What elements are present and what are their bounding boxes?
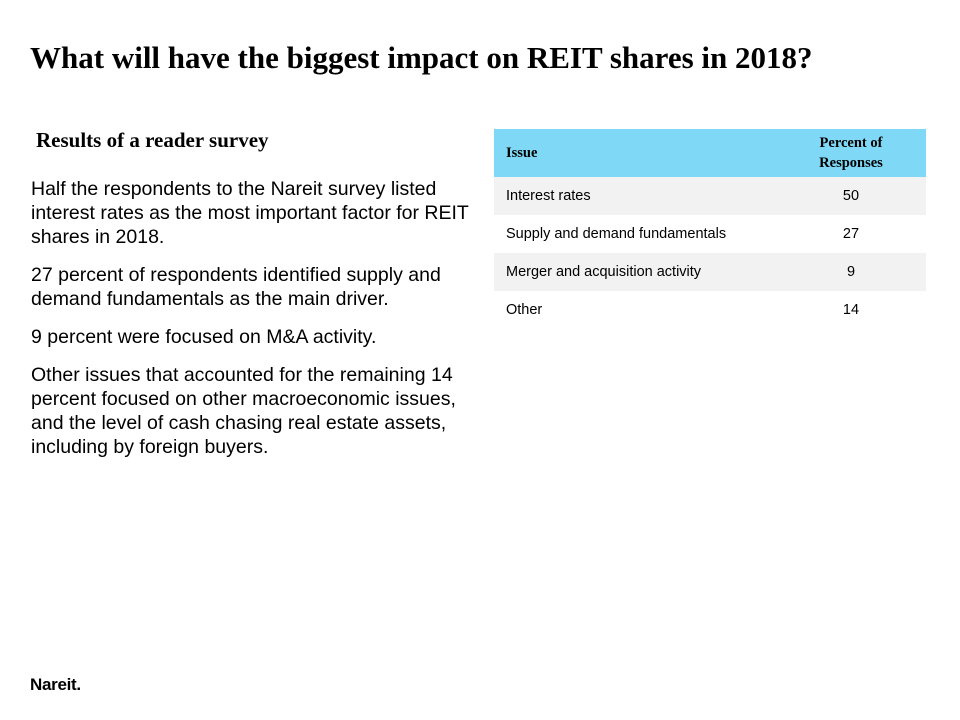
row-issue: Supply and demand fundamentals	[506, 226, 727, 242]
row-issue: Other	[506, 302, 543, 318]
survey-results-table: Issue Percent of Responses Interest rate…	[494, 129, 926, 329]
table-row: Other 14	[494, 291, 926, 329]
header-issue: Issue	[494, 129, 776, 177]
table-header-row: Issue Percent of Responses	[494, 129, 926, 177]
nareit-logo: Nareit.	[30, 675, 81, 694]
table-row: Supply and demand fundamentals 27	[494, 215, 926, 253]
row-percent: 27	[842, 226, 860, 242]
row-issue: Interest rates	[494, 177, 776, 215]
row-percent: 9	[776, 253, 926, 291]
slide-title: What will have the biggest impact on REI…	[30, 40, 813, 75]
table-row: Interest rates 50	[494, 177, 926, 215]
header-percent-label: Percent of Responses	[819, 135, 883, 171]
slide-subtitle: Results of a reader survey	[36, 128, 269, 152]
row-issue: Merger and acquisition activity	[494, 253, 776, 291]
body-text: Half the respondents to the Nareit surve…	[31, 177, 481, 473]
table-row: Merger and acquisition activity 9	[494, 253, 926, 291]
body-paragraph: 9 percent were focused on M&A activity.	[31, 326, 377, 348]
row-percent: 50	[776, 177, 926, 215]
body-paragraph: Half the respondents to the Nareit surve…	[31, 178, 469, 248]
header-percent: Percent of Responses	[776, 129, 926, 177]
row-percent: 14	[842, 302, 860, 318]
body-paragraph: Other issues that accounted for the rema…	[31, 364, 456, 458]
body-paragraph: 27 percent of respondents identified sup…	[31, 264, 441, 310]
